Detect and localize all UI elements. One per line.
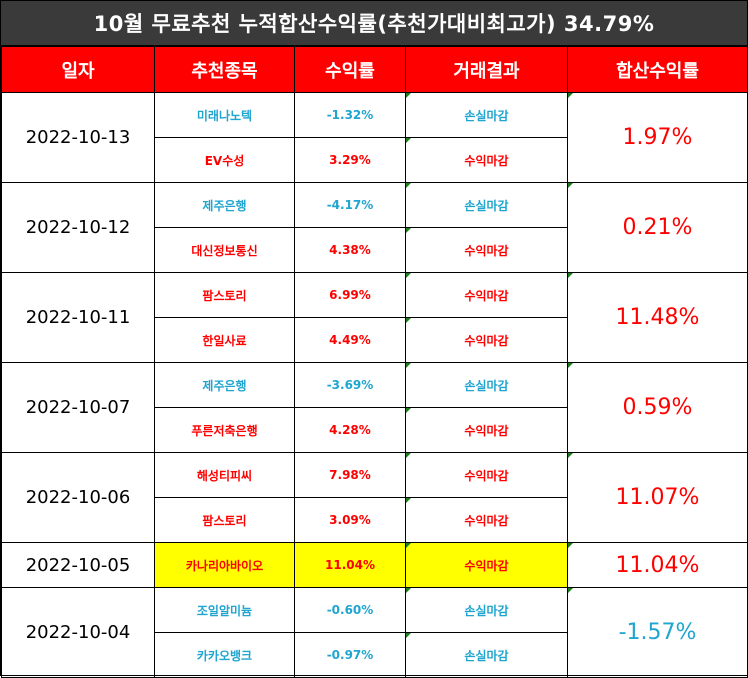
table-row: 대신정보통신 4.38% 수익마감 (2, 227, 748, 273)
total-return-cell: 11.07% (567, 452, 748, 543)
rate-cell: 11.04% (294, 542, 406, 588)
rate-cell: 6.99% (294, 272, 406, 318)
comment-marker-icon (406, 183, 411, 188)
comment-marker-icon (568, 273, 573, 278)
comment-marker-icon (568, 93, 573, 98)
stock-cell: 제주은행 (154, 362, 295, 408)
table-row: 2022-10-05 카나리아바이오 11.04% 수익마감 11.04% (1, 542, 748, 588)
stock-cell: 조일알미늄 (154, 587, 295, 633)
comment-marker-icon (406, 93, 411, 98)
rate-cell: -4.17% (294, 182, 406, 228)
result-cell: 손실마감 (405, 632, 568, 678)
table-row: 2022-10-07 제주은행 -3.69% 손실마감 0.59% (1, 362, 748, 453)
date-cell: 2022-10-04 (1, 587, 155, 678)
header-stock: 추천종목 (154, 46, 295, 93)
rate-cell: 4.28% (294, 407, 406, 453)
result-cell: 수익마감 (405, 497, 568, 543)
result-cell: 손실마감 (405, 92, 568, 138)
table-row: 한일사료 4.49% 수익마감 (2, 317, 748, 363)
date-cell: 2022-10-11 (1, 272, 155, 363)
date-cell: 2022-10-13 (1, 92, 155, 183)
table-row: 카카오뱅크 -0.97% 손실마감 (2, 632, 748, 678)
rate-cell: -0.97% (294, 632, 406, 678)
stock-cell: 카카오뱅크 (154, 632, 295, 678)
result-cell: 손실마감 (405, 182, 568, 228)
header-rate: 수익률 (294, 46, 406, 93)
comment-marker-icon (406, 318, 411, 323)
stock-cell: 미래나노텍 (154, 92, 295, 138)
comment-marker-icon (406, 588, 411, 593)
result-cell: 수익마감 (405, 272, 568, 318)
total-return-cell: 11.48% (567, 272, 748, 363)
table-row: 푸른저축은행 4.28% 수익마감 (2, 407, 748, 453)
stock-cell: 한일사료 (154, 317, 295, 363)
header-result: 거래결과 (405, 46, 568, 93)
header-date: 일자 (1, 46, 155, 93)
comment-marker-icon (568, 363, 573, 368)
result-cell: 수익마감 (405, 227, 568, 273)
rate-cell: 4.38% (294, 227, 406, 273)
table-row: 2022-10-04 조일알미늄 -0.60% 손실마감 -1.57% (1, 587, 748, 678)
comment-marker-icon (406, 363, 411, 368)
stock-cell: 팜스토리 (154, 497, 295, 543)
total-return-cell: 0.21% (567, 182, 748, 273)
comment-marker-icon (406, 453, 411, 458)
rate-cell: -0.60% (294, 587, 406, 633)
date-cell: 2022-10-06 (1, 452, 155, 543)
rate-cell: -1.32% (294, 92, 406, 138)
total-return-cell: -1.57% (567, 587, 748, 678)
comment-marker-icon (406, 543, 411, 548)
comment-marker-icon (406, 273, 411, 278)
header-row: 일자 추천종목 수익률 거래결과 합산수익률 (1, 46, 748, 93)
rate-cell: 3.09% (294, 497, 406, 543)
result-cell: 수익마감 (405, 317, 568, 363)
result-cell: 수익마감 (405, 407, 568, 453)
rate-cell: -3.69% (294, 362, 406, 408)
stock-cell: 제주은행 (154, 182, 295, 228)
comment-marker-icon (406, 633, 411, 638)
rate-cell: 4.49% (294, 317, 406, 363)
table-row: EV수성 3.29% 수익마감 (2, 137, 748, 183)
page-title: 10월 무료추천 누적합산수익률(추천가대비최고가) 34.79% (1, 1, 747, 46)
stock-cell: 카나리아바이오 (154, 542, 295, 588)
comment-marker-icon (406, 408, 411, 413)
stock-cell: 해성티피씨 (154, 452, 295, 498)
table-row: 2022-10-13 미래나노텍 -1.32% 손실마감 1.97% (1, 92, 748, 183)
date-cell: 2022-10-07 (1, 362, 155, 453)
rate-cell: 7.98% (294, 452, 406, 498)
table-body: 2022-10-13 미래나노텍 -1.32% 손실마감 1.97% EV수성 3.29% 수… (1, 92, 748, 678)
result-cell: 손실마감 (405, 587, 568, 633)
total-return-cell: 11.04% (567, 542, 748, 588)
comment-marker-icon (568, 543, 573, 548)
total-return-cell: 0.59% (567, 362, 748, 453)
result-cell: 수익마감 (405, 137, 568, 183)
stock-cell: 대신정보통신 (154, 227, 295, 273)
results-table: 일자 추천종목 수익률 거래결과 합산수익률 2022-10-13 미래나노텍 -1… (1, 46, 748, 678)
table-row: 팜스토리 3.09% 수익마감 (2, 497, 748, 543)
stock-cell: 팜스토리 (154, 272, 295, 318)
stock-cell: 푸른저축은행 (154, 407, 295, 453)
comment-marker-icon (568, 183, 573, 188)
table-row: 2022-10-12 제주은행 -4.17% 손실마감 0.21% (1, 182, 748, 273)
comment-marker-icon (406, 138, 411, 143)
date-cell: 2022-10-12 (1, 182, 155, 273)
header-total: 합산수익률 (567, 46, 748, 93)
stock-cell: EV수성 (154, 137, 295, 183)
result-cell: 손실마감 (405, 362, 568, 408)
comment-marker-icon (568, 588, 573, 593)
rate-cell: 3.29% (294, 137, 406, 183)
date-cell: 2022-10-05 (1, 542, 155, 588)
comment-marker-icon (568, 453, 573, 458)
table-row: 2022-10-11 팜스토리 6.99% 수익마감 11.48% (1, 272, 748, 363)
result-cell: 수익마감 (405, 542, 568, 588)
table-row: 2022-10-06 해성티피씨 7.98% 수익마감 11.07% (1, 452, 748, 543)
comment-marker-icon (406, 228, 411, 233)
comment-marker-icon (406, 498, 411, 503)
total-return-cell: 1.97% (567, 92, 748, 183)
result-cell: 수익마감 (405, 452, 568, 498)
